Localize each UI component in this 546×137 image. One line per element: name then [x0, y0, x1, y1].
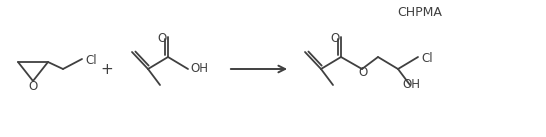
Text: O: O: [28, 81, 38, 93]
Text: +: +: [100, 62, 114, 76]
Text: CHPMA: CHPMA: [397, 5, 442, 18]
Text: O: O: [157, 32, 167, 45]
Text: OH: OH: [190, 62, 208, 75]
Text: O: O: [330, 32, 340, 45]
Text: Cl: Cl: [421, 52, 432, 65]
Text: O: O: [358, 65, 367, 79]
Text: OH: OH: [402, 78, 420, 91]
Text: Cl: Cl: [85, 54, 97, 66]
